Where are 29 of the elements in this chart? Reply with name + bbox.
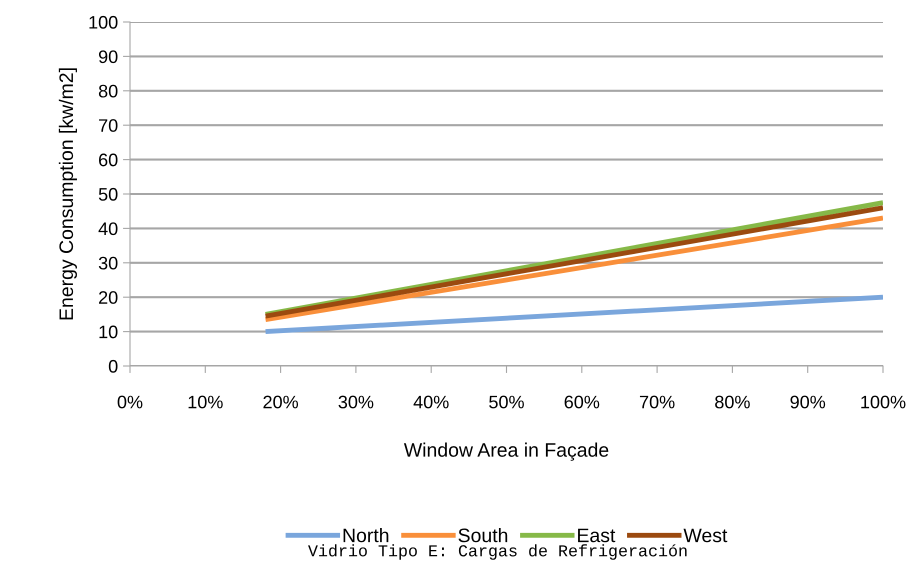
y-tick-label: 30	[98, 256, 118, 270]
x-tick-label: 40%	[414, 396, 449, 408]
legend-label: North	[344, 528, 388, 542]
y-tick-label: 70	[99, 119, 118, 132]
text: Vidrio Tipo E: Cargas de Refrigeración	[308, 544, 687, 560]
x-tick-label: 10%	[188, 396, 223, 408]
y-axis-title: Energy Consumption [kw/m2]	[58, 68, 77, 320]
y-tick-label: 50	[98, 188, 118, 201]
y-tick-label: 60	[99, 154, 118, 166]
legend-label: West	[684, 528, 728, 542]
y-tick-label: 10	[99, 326, 118, 338]
y-tick-label: 0	[108, 360, 118, 373]
y-tick-label: 90	[98, 50, 118, 64]
y-tick-label: 80	[98, 84, 118, 98]
x-tick-label: 100%	[861, 396, 906, 408]
x-axis-title: Window Area in Façade	[404, 442, 608, 461]
y-tick-label: 20	[99, 291, 118, 304]
x-tick-label: 0%	[118, 396, 142, 408]
x-tick-label: 60%	[564, 396, 600, 408]
x-tick-label: 90%	[790, 396, 826, 408]
legend-label: East	[578, 528, 616, 542]
y-tick-label: 40	[98, 222, 118, 236]
x-tick-label: 70%	[640, 396, 675, 408]
x-tick-label: 80%	[715, 396, 750, 408]
x-tick-label: 20%	[263, 396, 298, 408]
legend-label: South	[458, 528, 508, 542]
x-tick-label: 50%	[489, 396, 524, 408]
y-tick-label: 100	[89, 16, 118, 29]
x-tick-label: 30%	[338, 396, 374, 408]
